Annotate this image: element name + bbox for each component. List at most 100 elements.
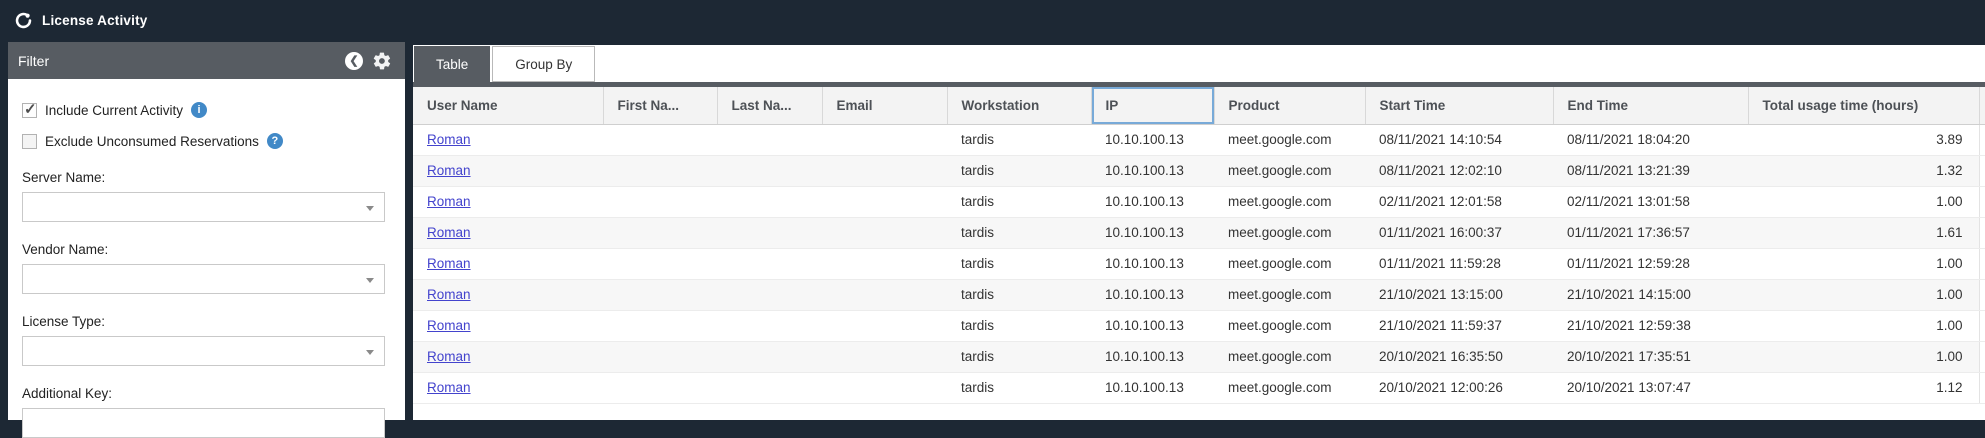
cell-total-usage: 3.89: [1748, 124, 1979, 156]
cell-spacer: [1978, 310, 1985, 342]
column-header-user-name[interactable]: User Name: [413, 87, 604, 125]
cell-end-time: 01/11/2021 17:36:57: [1553, 217, 1748, 249]
table-row: Roman tardis 10.10.100.13 meet.google.com 21…: [413, 279, 1985, 311]
cell-last-name: [717, 372, 822, 404]
filter-title: Filter: [18, 52, 50, 69]
column-header-last-name[interactable]: Last Na...: [717, 87, 823, 125]
column-header-workstation[interactable]: Workstation: [947, 87, 1092, 125]
table-row: Roman tardis 10.10.100.13 meet.google.com 21…: [413, 310, 1985, 342]
cell-total-usage: 1.00: [1748, 248, 1979, 280]
cell-product: meet.google.com: [1214, 248, 1365, 280]
chevron-down-icon: [366, 278, 374, 283]
cell-ip: 10.10.100.13: [1091, 217, 1214, 249]
column-header-end-time[interactable]: End Time: [1553, 87, 1749, 125]
cell-first-name: [603, 310, 717, 342]
cell-first-name: [603, 372, 717, 404]
gear-icon: [373, 52, 391, 69]
cell-ip: 10.10.100.13: [1091, 155, 1214, 187]
cell-product: meet.google.com: [1214, 341, 1365, 373]
checkbox-exclude-unconsumed-reservations[interactable]: [22, 133, 37, 149]
chevron-down-icon: [366, 350, 374, 355]
server-name-select[interactable]: [22, 192, 385, 222]
column-header-product[interactable]: Product: [1214, 87, 1366, 125]
column-header-ip[interactable]: IP: [1091, 87, 1215, 125]
user-link[interactable]: Roman: [427, 287, 471, 302]
cell-user-name: Roman: [413, 155, 603, 187]
table-row: Roman tardis 10.10.100.13 meet.google.com 08…: [413, 155, 1985, 187]
help-icon[interactable]: ?: [266, 133, 283, 149]
cell-spacer: [1978, 341, 1985, 373]
user-link[interactable]: Roman: [427, 194, 471, 209]
checkbox-row-include-current-activity: Include Current Activity i: [22, 100, 385, 119]
filter-panel-header: Filter ❮: [8, 42, 405, 79]
table-row: Roman tardis 10.10.100.13 meet.google.com 08…: [413, 124, 1985, 156]
cell-first-name: [603, 341, 717, 373]
cell-spacer: [1978, 279, 1985, 311]
cell-start-time: 21/10/2021 13:15:00: [1365, 279, 1553, 311]
cell-last-name: [717, 310, 822, 342]
user-link[interactable]: Roman: [427, 225, 471, 240]
tab-strip: [413, 82, 1985, 87]
column-header-spacer: [1979, 87, 1985, 125]
cell-user-name: Roman: [413, 372, 603, 404]
field-label-additional-key: Additional Key:: [22, 386, 113, 401]
filter-settings-button[interactable]: [372, 51, 392, 71]
cell-ip: 10.10.100.13: [1091, 279, 1214, 311]
tab-bar: Table Group By: [413, 45, 1985, 82]
checkbox-row-exclude-unconsumed-reservations: Exclude Unconsumed Reservations?: [22, 132, 385, 150]
cell-start-time: 08/11/2021 12:02:10: [1365, 155, 1553, 187]
table-row: Roman tardis 10.10.100.13 meet.google.com 01…: [413, 217, 1985, 249]
column-header-first-name[interactable]: First Na...: [603, 87, 718, 125]
info-icon[interactable]: i: [191, 102, 208, 118]
user-link[interactable]: Roman: [427, 256, 471, 271]
cell-start-time: 20/10/2021 16:35:50: [1365, 341, 1553, 373]
app-header: License Activity: [0, 0, 1985, 40]
cell-workstation: tardis: [947, 186, 1091, 218]
cell-total-usage: 1.00: [1748, 310, 1979, 342]
cell-spacer: [1978, 124, 1985, 156]
column-header-email[interactable]: Email: [822, 87, 948, 125]
chevron-down-icon: [366, 206, 374, 211]
user-link[interactable]: Roman: [427, 380, 471, 395]
tab-table[interactable]: Table: [414, 46, 491, 82]
cell-first-name: [603, 217, 717, 249]
cell-workstation: tardis: [947, 248, 1091, 280]
cell-email: [822, 310, 947, 342]
column-header-total-usage[interactable]: Total usage time (hours): [1748, 87, 1980, 125]
cell-end-time: 08/11/2021 13:21:39: [1553, 155, 1748, 187]
cell-first-name: [603, 155, 717, 187]
user-link[interactable]: Roman: [427, 163, 471, 178]
cell-email: [822, 279, 947, 311]
table-header-row: User Name First Na... Last Na... Email Works…: [413, 87, 1985, 125]
checkbox-include-current-activity[interactable]: [22, 100, 37, 118]
tab-group-by[interactable]: Group By: [492, 46, 596, 82]
user-link[interactable]: Roman: [427, 318, 471, 333]
cell-start-time: 21/10/2021 11:59:37: [1365, 310, 1553, 342]
cell-total-usage: 1.12: [1748, 372, 1979, 404]
cell-workstation: tardis: [947, 279, 1091, 311]
vendor-name-select[interactable]: [22, 264, 385, 294]
collapse-panel-button[interactable]: ❮: [345, 51, 363, 70]
cell-start-time: 20/10/2021 12:00:26: [1365, 372, 1553, 404]
cell-first-name: [603, 248, 717, 280]
cell-ip: 10.10.100.13: [1091, 248, 1214, 280]
cell-ip: 10.10.100.13: [1091, 186, 1214, 218]
cell-email: [822, 186, 947, 218]
cell-spacer: [1978, 372, 1985, 404]
cell-product: meet.google.com: [1214, 217, 1365, 249]
field-label-license-type: License Type:: [22, 314, 106, 329]
cell-user-name: Roman: [413, 217, 603, 249]
filter-panel: Filter ❮ Include Current Activity i Exclud…: [8, 42, 405, 438]
user-link[interactable]: Roman: [427, 349, 471, 364]
license-type-select[interactable]: [22, 336, 385, 366]
cell-total-usage: 1.00: [1748, 341, 1979, 373]
additional-key-input[interactable]: [22, 408, 385, 438]
column-header-start-time[interactable]: Start Time: [1365, 87, 1554, 125]
user-link[interactable]: Roman: [427, 132, 471, 147]
checkbox-label: Exclude Unconsumed Reservations: [45, 133, 259, 149]
cell-end-time: 20/10/2021 17:35:51: [1553, 341, 1748, 373]
cell-email: [822, 217, 947, 249]
cell-first-name: [603, 186, 717, 218]
checkbox-label: Include Current Activity: [45, 102, 184, 118]
table-row: Roman tardis 10.10.100.13 meet.google.com 01…: [413, 248, 1985, 280]
